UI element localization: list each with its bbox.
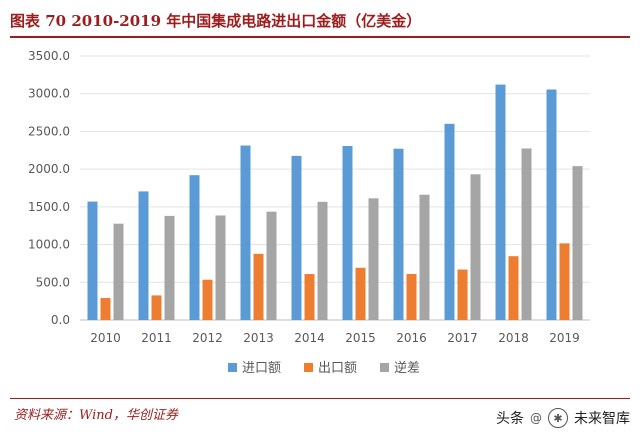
- legend-swatch: [228, 363, 237, 372]
- bar-import: [495, 84, 506, 320]
- bar-export: [406, 273, 417, 320]
- figure-title-bar: 图表 70 2010-2019 年中国集成电路进出口金额（亿美金）: [10, 6, 630, 34]
- x-tick-label: 2010: [90, 331, 121, 345]
- y-tick-label: 3500.0: [28, 49, 70, 63]
- bar-export: [355, 267, 366, 320]
- bar-export: [508, 256, 519, 320]
- bar-deficit: [419, 194, 430, 320]
- watermark: 头条 @ ✱ 未来智库: [496, 408, 630, 428]
- bar-deficit: [572, 166, 583, 320]
- y-tick-label: 2000.0: [28, 162, 70, 176]
- x-tick-label: 2011: [141, 331, 172, 345]
- legend-label: 进口额: [242, 361, 281, 376]
- bar-deficit: [113, 223, 124, 320]
- legend-swatch: [304, 363, 313, 372]
- title-divider: [10, 36, 630, 38]
- bar-export: [151, 295, 162, 320]
- source-note: 资料来源：Wind，华创证券: [14, 408, 178, 423]
- bar-import: [138, 191, 149, 320]
- bar-deficit: [164, 215, 175, 320]
- y-tick-label: 3000.0: [28, 87, 70, 101]
- bar-deficit: [470, 174, 481, 320]
- y-tick-label: 1000.0: [28, 238, 70, 252]
- bar-deficit: [368, 198, 379, 320]
- y-tick-label: 500.0: [36, 275, 70, 289]
- legend-label: 出口额: [318, 361, 357, 376]
- bar-export: [457, 269, 468, 320]
- y-tick-label: 0.0: [51, 313, 70, 327]
- bar-deficit: [215, 215, 226, 320]
- bar-deficit: [521, 148, 532, 320]
- bar-export: [253, 253, 264, 320]
- watermark-separator: @: [530, 411, 542, 425]
- x-tick-label: 2013: [243, 331, 274, 345]
- bar-export: [559, 243, 570, 320]
- bar-import: [291, 155, 302, 320]
- y-tick-label: 2500.0: [28, 124, 70, 138]
- bar-import: [87, 201, 98, 320]
- y-tick-label: 1500.0: [28, 200, 70, 214]
- bar-import: [240, 145, 251, 320]
- x-tick-label: 2018: [498, 331, 529, 345]
- watermark-primary: 头条: [496, 411, 524, 427]
- bar-chart: 0.0 500.0 1000.0 1500.0 2000.0 2500.0 3000.0 35…: [28, 49, 590, 376]
- figure-title: 图表 70 2010-2019 年中国集成电路进出口金额（亿美金）: [10, 11, 422, 30]
- legend-label: 逆差: [394, 360, 420, 376]
- bar-export: [100, 297, 111, 320]
- bar-export: [202, 279, 213, 320]
- bar-import: [546, 89, 557, 320]
- x-tick-label: 2016: [396, 331, 427, 345]
- bar-import: [393, 148, 404, 320]
- watermark-secondary: 未来智库: [574, 411, 630, 427]
- x-tick-label: 2017: [447, 331, 478, 345]
- legend-swatch: [380, 363, 389, 372]
- x-tick-label: 2012: [192, 331, 223, 345]
- source-divider: [10, 398, 630, 399]
- bar-import: [189, 175, 200, 320]
- watermark-logo-icon: ✱: [548, 408, 568, 428]
- bar-export: [304, 274, 315, 320]
- x-tick-label: 2015: [345, 331, 376, 345]
- bar-import: [444, 123, 455, 320]
- bar-deficit: [317, 201, 328, 320]
- bar-deficit: [266, 211, 277, 320]
- bar-import: [342, 145, 353, 320]
- x-tick-label: 2019: [549, 331, 580, 345]
- x-tick-label: 2014: [294, 331, 325, 345]
